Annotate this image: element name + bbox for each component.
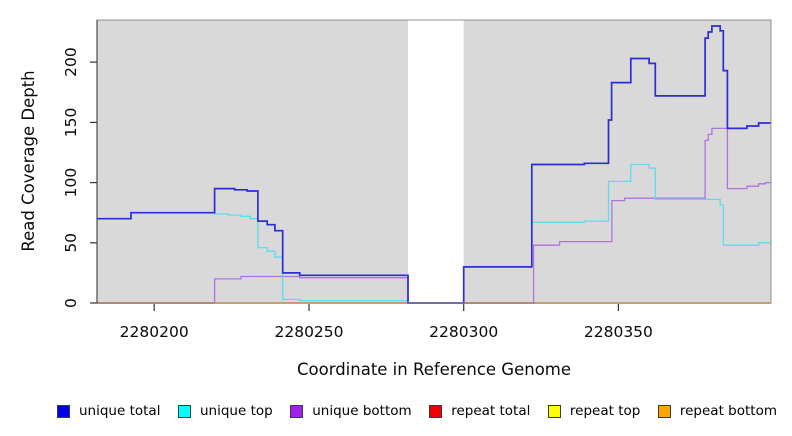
y-tick-label: 50 [62,233,80,253]
x-axis-title: Coordinate in Reference Genome [297,360,571,379]
y-tick-label: 0 [62,298,80,308]
series-unique-total [97,25,771,304]
legend-item-repeat-bottom: repeat bottom [657,403,777,419]
legend-item-repeat-top: repeat top [547,403,641,419]
y-axis-title: Read Coverage Depth [19,70,38,251]
x-tick-label: 2280300 [429,323,498,341]
x-tick-label: 2280350 [584,323,653,341]
legend-label: unique total [79,403,161,419]
legend-swatch-repeat-top [547,404,561,418]
legend-swatch-unique-total [57,404,70,418]
legend-item-repeat-total: repeat total [429,404,530,418]
legend-item-unique-total: unique total [57,404,160,418]
legend-item-unique-bottom: unique bottom [290,403,412,419]
legend-swatch-repeat-bottom [657,404,671,418]
legend-label: repeat bottom [679,403,777,419]
legend-item-unique-top: unique top [178,404,273,418]
chart-legend: unique total unique top unique bottom re… [57,402,777,420]
plot-background [97,20,771,303]
legend-label: repeat top [569,403,641,419]
legend-label: unique top [200,403,273,419]
x-tick-label: 2280200 [120,323,189,341]
legend-swatch-repeat-total [429,404,443,418]
y-axis: 0 50 100 150 200 [62,47,97,308]
legend-label: unique bottom [312,403,412,419]
y-tick-label: 200 [62,47,80,77]
x-axis: 2280200 2280250 2280300 2280350 [120,304,653,341]
legend-swatch-unique-bottom [290,404,304,418]
legend-swatch-unique-top [178,404,191,418]
y-tick-label: 150 [62,108,80,138]
x-tick-label: 2280250 [274,323,343,341]
series-unique-bottom [97,127,771,304]
legend-label: repeat total [451,403,531,419]
y-tick-label: 100 [62,168,80,198]
